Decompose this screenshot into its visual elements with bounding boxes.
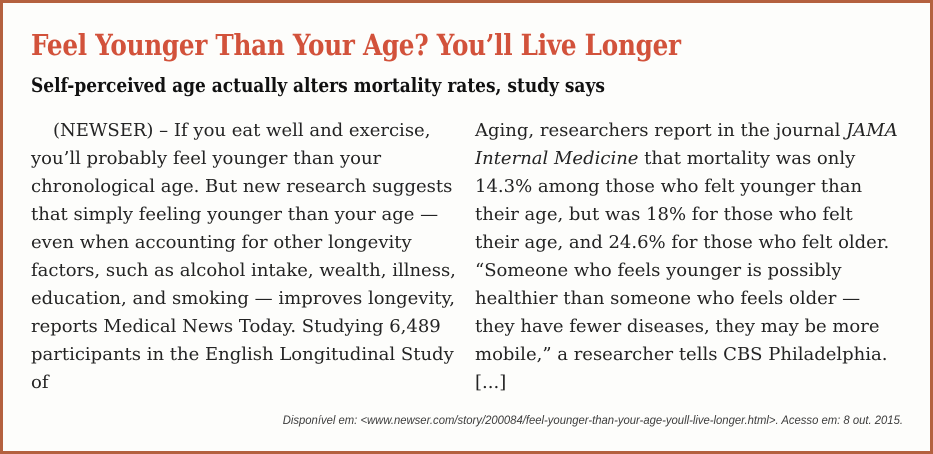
source-citation: Disponível em: <www.newser.com/story/200… [282, 413, 903, 427]
article-column-right: Aging, researchers report in the journal… [475, 117, 902, 397]
article-column-right-text-cont: that mortality was only 14.3% among thos… [475, 148, 890, 393]
article-column-left: (NEWSER) – If you eat well and exercise,… [31, 120, 456, 393]
journal-name-italic: JAMA Internal Medicine [475, 120, 898, 169]
article-column-right-text: Aging, researchers report in the journal [475, 120, 847, 141]
article-body: (NEWSER) – If you eat well and exercise,… [31, 117, 903, 397]
article-subtitle: Self-perceived age actually alters morta… [31, 73, 605, 97]
article-title: Feel Younger Than Your Age? You’ll Live … [31, 28, 681, 62]
